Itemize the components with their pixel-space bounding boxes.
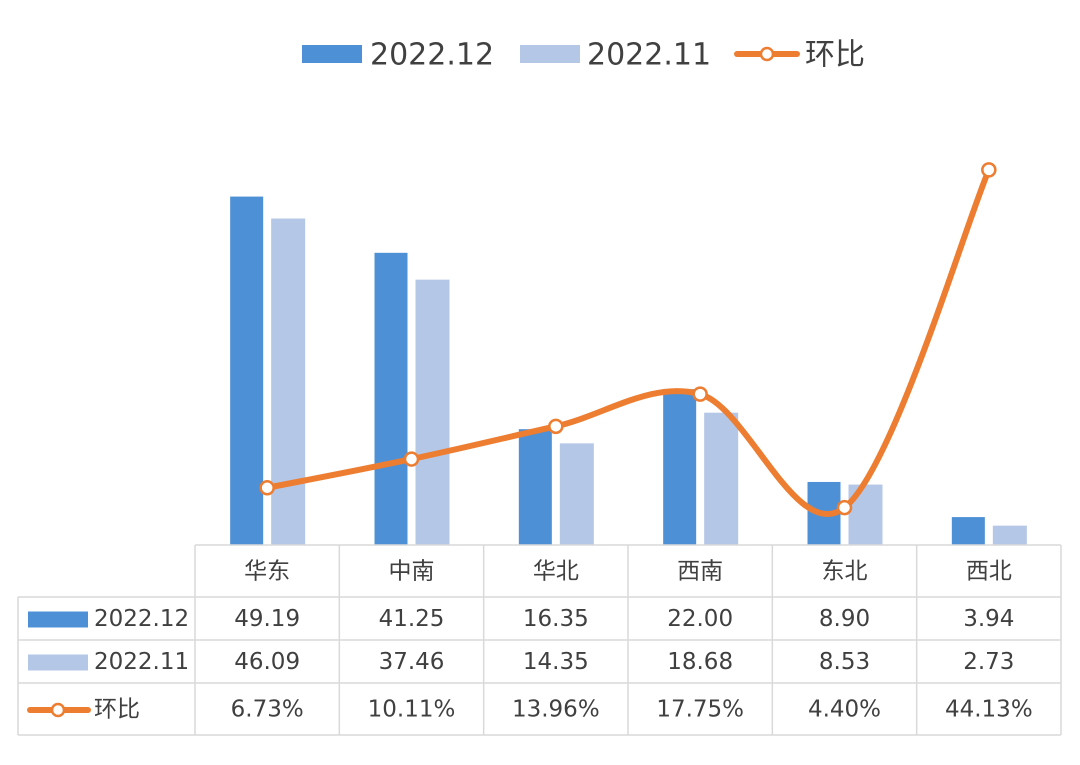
line-marker (981, 162, 997, 178)
line-marker (836, 499, 853, 516)
table-value: 37.46 (379, 649, 445, 675)
bar (848, 484, 883, 545)
legend-swatch (520, 45, 580, 63)
table-value: 13.96% (512, 697, 600, 723)
table-value: 8.53 (819, 649, 870, 675)
category-label: 华北 (533, 559, 579, 585)
bar (518, 429, 552, 545)
line-marker (259, 480, 275, 496)
table-value: 16.35 (523, 606, 589, 632)
table-value: 14.35 (523, 649, 589, 675)
table-value: 8.90 (819, 606, 870, 632)
table-value: 3.94 (963, 606, 1014, 632)
row-legend-swatch (28, 654, 88, 671)
line-marker (548, 418, 564, 435)
bar (992, 525, 1027, 545)
category-label: 西北 (966, 559, 1012, 585)
category-label: 东北 (822, 559, 868, 585)
table-value: 49.19 (234, 606, 300, 632)
row-label: 2022.11 (94, 649, 189, 675)
bar (374, 252, 408, 545)
table-value: 18.68 (667, 649, 733, 675)
category-label: 西南 (677, 559, 723, 585)
row-label: 环比 (94, 697, 140, 723)
bar (704, 412, 739, 545)
category-label: 中南 (389, 559, 435, 585)
bar (415, 279, 450, 545)
category-label: 华东 (244, 559, 290, 585)
bar (559, 443, 594, 545)
legend-swatch (302, 45, 362, 63)
table-value: 2.73 (963, 649, 1014, 675)
row-legend-marker (50, 702, 66, 718)
bar (271, 218, 306, 545)
row-legend-swatch (28, 611, 88, 628)
table-value: 17.75% (656, 697, 744, 723)
legend-marker (759, 46, 775, 62)
table-value: 10.11% (368, 697, 456, 723)
legend-label: 2022.12 (370, 38, 494, 73)
row-label: 2022.12 (94, 606, 189, 632)
table-value: 22.00 (667, 606, 733, 632)
bar (230, 196, 264, 545)
bar (663, 389, 697, 545)
line-marker (403, 451, 420, 467)
bar (951, 517, 985, 545)
line-marker (692, 386, 708, 402)
legend-label: 2022.11 (587, 38, 711, 73)
table-value: 46.09 (234, 649, 300, 675)
table-value: 41.25 (379, 606, 445, 632)
table-value: 4.40% (808, 697, 881, 723)
legend-label: 环比 (805, 38, 865, 73)
table-value: 44.13% (945, 697, 1033, 723)
table-value: 6.73% (231, 697, 304, 723)
